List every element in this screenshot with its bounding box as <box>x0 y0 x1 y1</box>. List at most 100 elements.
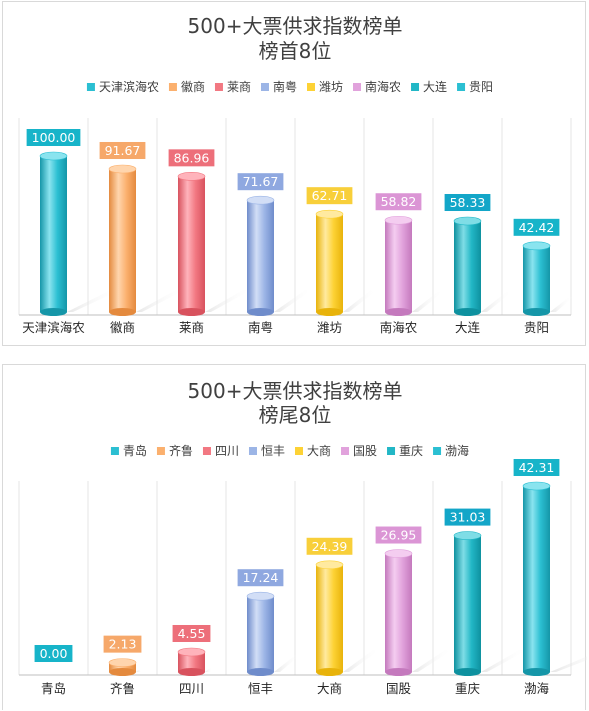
data-label-box <box>168 149 215 167</box>
bar[interactable]: 0.00 <box>34 645 73 662</box>
data-label-box <box>172 624 211 642</box>
legend-swatch <box>387 447 396 455</box>
data-label-box <box>444 508 491 526</box>
legend-swatch <box>156 447 165 455</box>
legend-swatch <box>202 447 211 455</box>
legend-label: 莱商 <box>227 79 251 94</box>
data-label: 58.33 <box>450 195 486 210</box>
data-label: 42.31 <box>519 460 555 475</box>
x-tick-label: 莱商 <box>179 320 204 335</box>
data-label-box <box>375 526 422 544</box>
data-label: 42.42 <box>519 220 555 235</box>
legend-swatch <box>353 83 362 91</box>
legend-swatch <box>341 447 350 455</box>
data-label: 2.13 <box>109 637 137 652</box>
bottom-chart-title: 500+大票供求指数榜单 <box>188 379 403 403</box>
legend-label: 大连 <box>423 79 447 94</box>
legend-swatch <box>248 447 257 455</box>
x-tick-label: 大连 <box>455 320 481 335</box>
x-tick-label: 渤海 <box>524 681 550 696</box>
legend-swatch <box>433 447 442 455</box>
x-tick-label: 青岛 <box>41 681 66 696</box>
x-tick-label: 四川 <box>179 681 204 696</box>
bar[interactable]: 100.00 <box>26 129 121 316</box>
legend-swatch <box>260 83 269 91</box>
data-label: 62.71 <box>312 188 348 203</box>
legend-label: 恒丰 <box>261 444 285 458</box>
data-label: 17.24 <box>243 570 279 585</box>
bar[interactable]: 17.24 <box>237 569 300 676</box>
data-label-box <box>306 537 353 555</box>
legend-swatch <box>168 83 177 91</box>
data-label-box <box>306 187 353 205</box>
top-chart-title: 500+大票供求指数榜单 <box>188 14 403 38</box>
legend-label: 贵阳 <box>469 80 493 94</box>
legend-swatch <box>411 83 420 91</box>
bar[interactable]: 4.55 <box>172 624 212 676</box>
data-label-box <box>99 141 146 159</box>
legend-label: 南海农 <box>365 79 401 94</box>
data-label: 91.67 <box>105 143 141 158</box>
x-tick-label: 南粤 <box>248 320 273 335</box>
x-tick-label: 徽商 <box>110 320 135 335</box>
bar[interactable]: 42.31 <box>513 459 587 676</box>
bar[interactable]: 31.03 <box>444 508 528 676</box>
legend-label: 渤海 <box>445 443 469 458</box>
bar[interactable]: 91.67 <box>99 141 185 316</box>
data-label: 86.96 <box>174 150 210 165</box>
bar[interactable]: 71.67 <box>237 173 313 316</box>
bar[interactable]: 58.33 <box>444 194 512 316</box>
bar[interactable]: 42.42 <box>513 218 573 316</box>
data-label-box <box>513 218 560 236</box>
x-tick-label: 南海农 <box>380 320 418 335</box>
x-tick-label: 潍坊 <box>317 320 342 335</box>
data-label: 100.00 <box>32 130 76 145</box>
x-tick-label: 恒丰 <box>248 681 273 696</box>
data-label-box <box>237 569 284 587</box>
x-tick-label: 重庆 <box>455 681 481 696</box>
bar[interactable]: 62.71 <box>306 187 377 316</box>
bottom-legend: 青岛 齐鲁 四川 恒丰 大商 国股 重庆 渤海 <box>110 443 469 458</box>
x-tick-label: 大商 <box>317 681 342 696</box>
data-label-box <box>103 635 142 653</box>
top-legend: 天津滨海农 徽商 莱商 南粤 潍坊 南海农 大连 贵阳 <box>86 79 493 94</box>
legend-label: 大商 <box>307 443 331 458</box>
data-label-box <box>26 129 81 146</box>
legend-swatch <box>295 447 303 455</box>
data-label: 0.00 <box>40 646 68 661</box>
x-tick-label: 国股 <box>386 681 412 696</box>
data-label: 26.95 <box>381 528 417 543</box>
x-tick-label: 齐鲁 <box>110 681 135 696</box>
bar[interactable]: 58.82 <box>375 193 444 316</box>
data-label-box <box>513 459 560 476</box>
legend-label: 天津滨海农 <box>99 79 159 94</box>
legend-swatch <box>307 83 315 91</box>
legend-label: 南粤 <box>273 79 297 94</box>
data-label-box <box>444 194 491 212</box>
x-tick-label: 贵阳 <box>524 320 549 335</box>
top-chart-subtitle: 榜首8位 <box>259 39 332 63</box>
bottom-chart-panel: 500+大票供求指数榜单 榜尾8位 青岛 齐鲁 四川 恒丰 大商 国股 重庆 渤海 0.00 青岛 2.… <box>2 364 587 710</box>
bar[interactable]: 26.95 <box>375 526 453 676</box>
legend-label: 四川 <box>215 444 239 458</box>
legend-label: 青岛 <box>123 443 147 458</box>
data-label: 58.82 <box>381 194 417 209</box>
data-label: 31.03 <box>450 510 486 525</box>
bar[interactable]: 2.13 <box>103 635 142 676</box>
legend-label: 齐鲁 <box>169 443 193 458</box>
legend-swatch <box>110 447 119 455</box>
data-label: 71.67 <box>243 174 279 189</box>
legend-swatch <box>86 83 95 91</box>
legend-label: 重庆 <box>399 444 423 458</box>
legend-swatch <box>214 83 223 91</box>
bar[interactable]: 24.39 <box>306 537 380 676</box>
top-chart-panel: 500+大票供求指数榜单 榜首8位 天津滨海农 徽商 莱商 南粤 潍坊 南海农 大连 贵阳 100.… <box>2 1 586 346</box>
data-label-box <box>375 193 422 211</box>
legend-swatch <box>457 83 466 91</box>
legend-label: 潍坊 <box>319 79 343 94</box>
bar[interactable]: 86.96 <box>168 149 252 316</box>
x-tick-label: 天津滨海农 <box>22 320 85 335</box>
data-label: 4.55 <box>178 626 206 641</box>
